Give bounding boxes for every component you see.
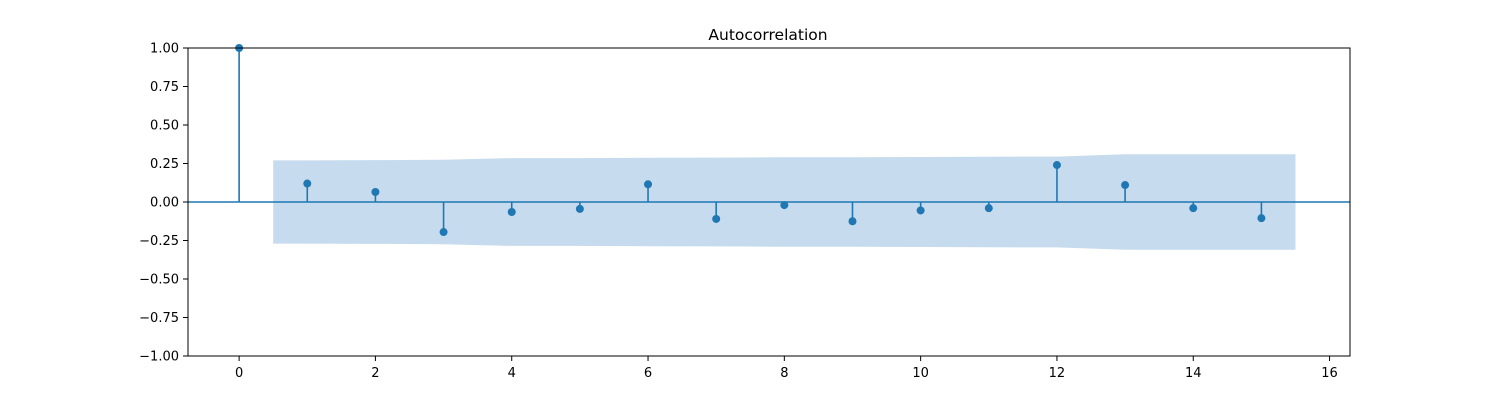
x-tick-label: 2 <box>371 366 379 381</box>
y-tick-label: 0.25 <box>150 157 179 172</box>
y-tick-label: −0.75 <box>139 311 179 326</box>
stem-marker <box>712 214 721 223</box>
y-tick-label: −1.00 <box>139 350 179 365</box>
y-tick-layer: −1.00 −0.75 −0.50 −0.25 0.00 0.25 0.50 0.75 1.00 <box>139 42 188 365</box>
stem-marker <box>1189 204 1198 213</box>
x-tick-label: 8 <box>780 366 788 381</box>
stem-marker <box>303 179 312 188</box>
x-tick-label: 12 <box>1049 366 1066 381</box>
stem-marker <box>575 204 584 213</box>
x-tick-label: 0 <box>235 366 243 381</box>
stem-marker <box>371 187 380 196</box>
x-tick-label: 4 <box>508 366 516 381</box>
chart-title: Autocorrelation <box>708 26 827 44</box>
stem-marker <box>1052 161 1061 170</box>
stem-marker <box>984 204 993 213</box>
y-tick-label: 0.50 <box>150 119 179 134</box>
x-tick-label: 6 <box>644 366 652 381</box>
x-tick-layer: 0 2 4 6 8 10 12 14 16 <box>235 356 1338 381</box>
y-tick-label: −0.50 <box>139 273 179 288</box>
stem-layer <box>235 44 1266 237</box>
y-tick-label: 0.75 <box>150 80 179 95</box>
stem-marker <box>916 206 925 215</box>
x-tick-label: 16 <box>1321 366 1338 381</box>
x-tick-label: 10 <box>912 366 929 381</box>
stem-marker <box>644 180 653 189</box>
stem-marker <box>507 208 516 217</box>
stem-marker <box>1257 214 1266 223</box>
stem-marker <box>848 217 857 226</box>
y-tick-label: −0.25 <box>139 234 179 249</box>
stem-marker <box>439 228 448 237</box>
stem-marker <box>780 201 789 210</box>
stem-marker <box>1121 181 1130 190</box>
y-tick-label: 0.00 <box>150 196 179 211</box>
y-tick-label: 1.00 <box>150 42 179 57</box>
x-tick-label: 14 <box>1185 366 1202 381</box>
